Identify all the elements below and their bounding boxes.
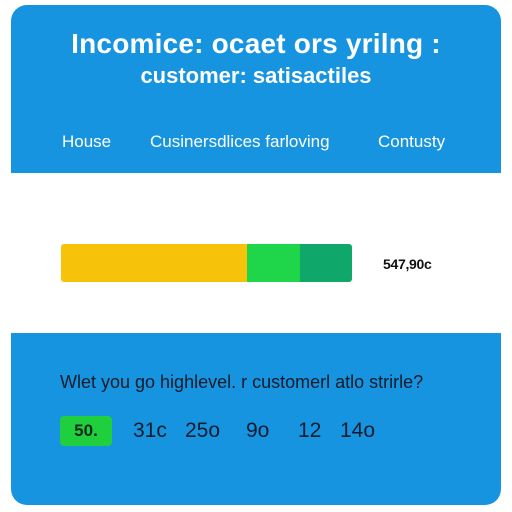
page-subtitle: customer: satisactiles [140,63,372,88]
progress-segment-3 [299,244,352,282]
rating-option[interactable]: 9o [246,419,270,442]
rating-option-selected[interactable]: 50. [60,416,112,446]
progress-value-label: 547,90c [383,256,432,272]
page-title: Incomice: ocaet ors yrilng : [71,28,441,59]
progress-segment-1 [61,244,248,282]
nav-item-house[interactable]: House [62,132,112,151]
satisfaction-progress-bar [61,244,352,282]
top-nav: House Cusinersdlices farloving Contusty [0,128,512,156]
nav-item-country[interactable]: Contusty [378,132,446,151]
progress-segment-2 [247,244,300,282]
survey-question: Wlet you go highlevel. r customerl atlo … [60,372,424,392]
rating-option[interactable]: 14o [340,419,376,442]
rating-option[interactable]: 25o [185,419,221,442]
rating-option[interactable]: 31c [133,419,167,442]
nav-item-customer-services[interactable]: Cusinersdlices farloving [150,132,330,151]
rating-options: 50. 31c 25o 9o 12 14o [0,416,512,446]
rating-option[interactable]: 12 [298,419,322,442]
header-panel [11,5,501,173]
